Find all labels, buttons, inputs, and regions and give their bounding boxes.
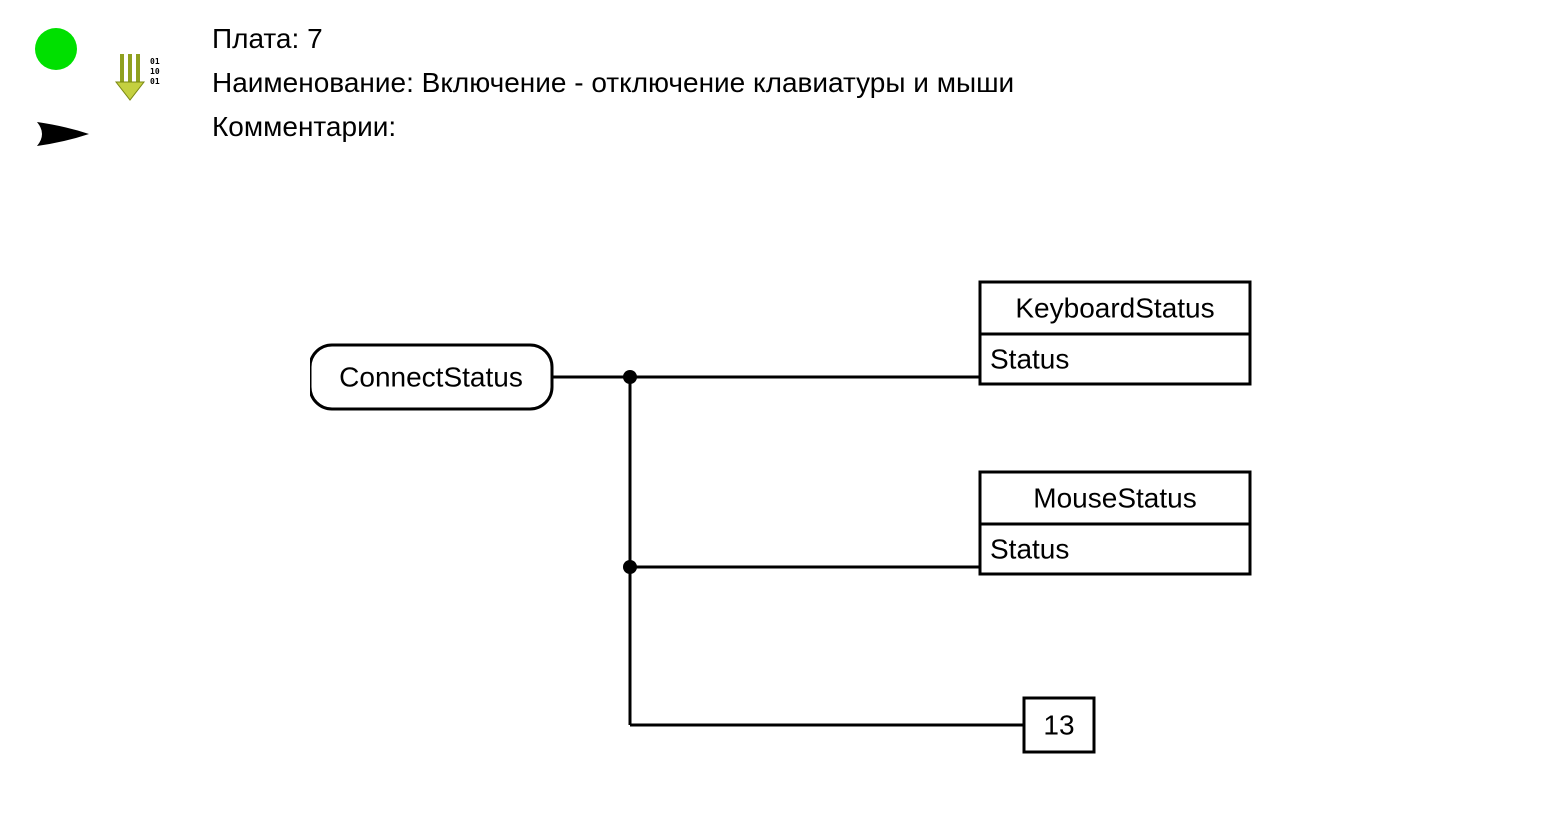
- svg-text:Status: Status: [990, 344, 1069, 375]
- status-circle-icon: [35, 28, 77, 70]
- board-value: 7: [307, 23, 323, 54]
- svg-text:MouseStatus: MouseStatus: [1033, 483, 1196, 514]
- svg-text:Status: Status: [990, 534, 1069, 565]
- svg-text:13: 13: [1043, 710, 1074, 741]
- play-arrow-icon: [35, 118, 95, 155]
- name-label: Наименование:: [212, 67, 414, 98]
- svg-text:01: 01: [150, 77, 160, 86]
- board-label: Плата:: [212, 23, 299, 54]
- header-text: Плата: 7 Наименование: Включение - отклю…: [212, 18, 1014, 150]
- board-line: Плата: 7: [212, 18, 1014, 60]
- name-line: Наименование: Включение - отключение кла…: [212, 62, 1014, 104]
- comments-line: Комментарии:: [212, 106, 1014, 148]
- svg-text:01: 01: [150, 57, 160, 66]
- diagram-svg: ConnectStatus KeyboardStatus Status MouseSt…: [310, 260, 1330, 820]
- download-binary-icon: 01 10 01: [114, 52, 176, 107]
- svg-text:KeyboardStatus: KeyboardStatus: [1015, 293, 1214, 324]
- svg-text:10: 10: [150, 67, 160, 76]
- header: Плата: 7 Наименование: Включение - отклю…: [35, 18, 1014, 150]
- svg-text:ConnectStatus: ConnectStatus: [339, 362, 523, 393]
- diagram-canvas: ConnectStatus KeyboardStatus Status MouseSt…: [310, 260, 1330, 820]
- name-value: Включение - отключение клавиатуры и мыши: [422, 67, 1015, 98]
- comments-label: Комментарии:: [212, 111, 396, 142]
